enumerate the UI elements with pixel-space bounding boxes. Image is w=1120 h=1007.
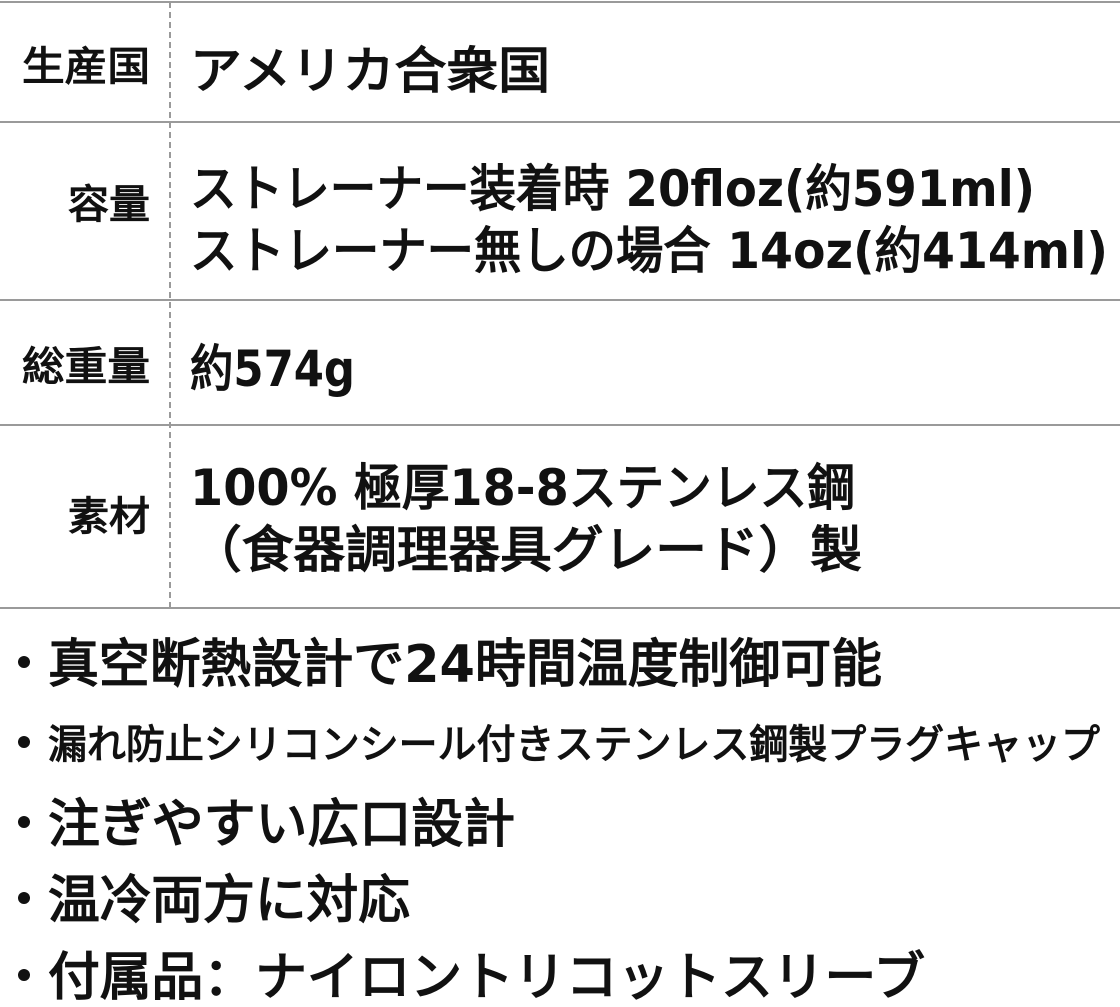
row-value: ストレーナー無しの場合 14oz(約414ml)	[190, 222, 1108, 280]
bullet-dot	[18, 816, 30, 828]
bullet-text: 真空断熱設計で24時間温度制御可能	[48, 635, 882, 695]
row-value: （食器調理器具グレード）製	[190, 521, 862, 579]
bullet-text: 温冷両方に対応	[48, 871, 410, 931]
row-value: アメリカ合衆国	[190, 42, 550, 100]
bullet-text: 漏れ防止シリコンシール付きステンレス鋼製プラグキャップ	[48, 722, 1100, 768]
row-value: 100% 極厚18-8ステンレス鋼	[190, 459, 855, 517]
row-label: 生産国	[22, 44, 150, 90]
bullet-dot	[18, 892, 30, 904]
bullet-text: 付属品：ナイロントリコットスリーブ	[48, 948, 925, 1007]
bullet-dot	[18, 656, 30, 668]
bullet-dot	[18, 736, 30, 748]
bullet-dot	[18, 969, 30, 981]
row-label: 容量	[68, 182, 150, 228]
bullet-text: 注ぎやすい広口設計	[48, 795, 515, 855]
row-label: 素材	[68, 494, 150, 540]
row-value: 約574g	[190, 340, 355, 398]
row-label: 総重量	[22, 344, 150, 390]
row-value: ストレーナー装着時 20floz(約591ml)	[190, 160, 1035, 218]
